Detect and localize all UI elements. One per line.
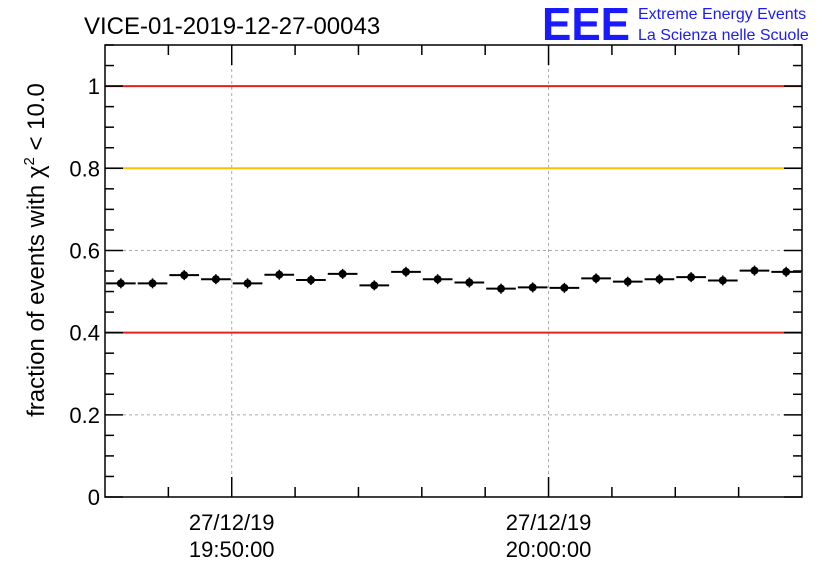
marker (687, 273, 696, 282)
marker (718, 276, 727, 285)
y-axis-label: fraction of events with χ2 < 10.0 (21, 83, 50, 417)
data-point (454, 277, 485, 288)
logo-text: EEE (542, 0, 630, 50)
data-point (549, 282, 580, 293)
chart-title: VICE-01-2019-12-27-00043 (84, 13, 380, 40)
marker (401, 267, 410, 276)
y-axis-label-superscript: 2 (21, 157, 38, 165)
data-point (137, 278, 168, 289)
marker (306, 276, 315, 285)
data-point (232, 278, 263, 289)
data-point (581, 273, 611, 284)
data-point (676, 272, 706, 283)
data-point (169, 270, 200, 281)
y-axis-label-suffix: < 10.0 (23, 83, 50, 157)
data-points (106, 265, 801, 294)
data-point (707, 275, 738, 286)
data-point (422, 274, 453, 285)
data-point (771, 266, 801, 277)
eee-logo: EEE Extreme Energy Events La Scienza nel… (542, 0, 809, 50)
x-tick-label-date: 27/12/19 (189, 510, 275, 535)
y-tick-label: 0 (88, 485, 100, 510)
data-point (517, 282, 548, 293)
logo-line-2: La Scienza nelle Scuole (638, 27, 809, 44)
tick-labels: 00.20.40.60.8127/12/1919:50:0027/12/1920… (69, 74, 591, 562)
marker (465, 278, 474, 287)
marker (497, 284, 506, 293)
marker (211, 275, 220, 284)
data-point (486, 283, 516, 294)
marker (116, 279, 125, 288)
y-tick-label: 0.8 (69, 156, 100, 181)
data-point (644, 274, 675, 285)
x-tick-label-date: 27/12/19 (506, 510, 592, 535)
marker (655, 275, 664, 284)
data-point (612, 276, 643, 287)
data-point (327, 268, 358, 279)
y-axis-label-symbol: χ (23, 165, 50, 178)
data-point (391, 266, 421, 277)
logo-line-1: Extreme Energy Events (638, 6, 806, 23)
y-tick-label: 1 (88, 74, 100, 99)
marker (750, 266, 759, 275)
y-tick-label: 0.4 (69, 321, 100, 346)
marker (433, 275, 442, 284)
marker (592, 274, 601, 283)
marker (148, 279, 157, 288)
marker (370, 281, 379, 290)
marker (560, 283, 569, 292)
marker (275, 270, 284, 279)
reference-lines (105, 85, 802, 334)
data-point (264, 269, 295, 280)
data-point (201, 274, 231, 285)
marker (528, 283, 537, 292)
marker (782, 267, 791, 276)
data-point (359, 280, 390, 291)
x-tick-label-time: 20:00:00 (506, 537, 592, 562)
y-axis-label-prefix: fraction of events with (23, 178, 50, 417)
marker (623, 277, 632, 286)
data-point (106, 278, 136, 289)
y-tick-label: 0.6 (69, 238, 100, 263)
grid (105, 45, 802, 497)
marker (180, 271, 189, 280)
data-point (296, 275, 326, 286)
x-tick-label-time: 19:50:00 (189, 537, 275, 562)
marker (338, 269, 347, 278)
y-tick-label: 0.2 (69, 403, 100, 428)
marker (243, 279, 252, 288)
plot-frame (104, 44, 803, 498)
axes (104, 44, 803, 498)
data-point (739, 265, 770, 276)
